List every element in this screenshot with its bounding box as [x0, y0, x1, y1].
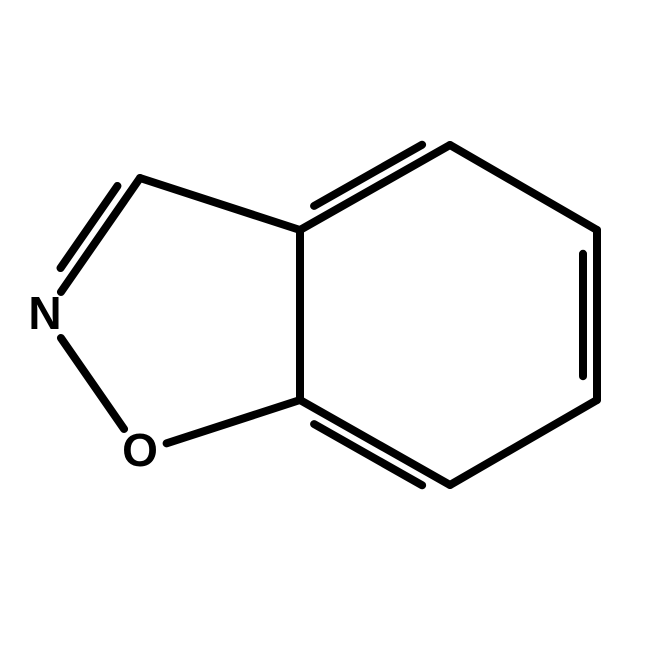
- nitrogen-label: N: [28, 287, 61, 339]
- molecule-diagram: NO: [0, 0, 650, 650]
- molecule-svg: NO: [0, 0, 650, 650]
- oxygen-label: O: [122, 424, 158, 476]
